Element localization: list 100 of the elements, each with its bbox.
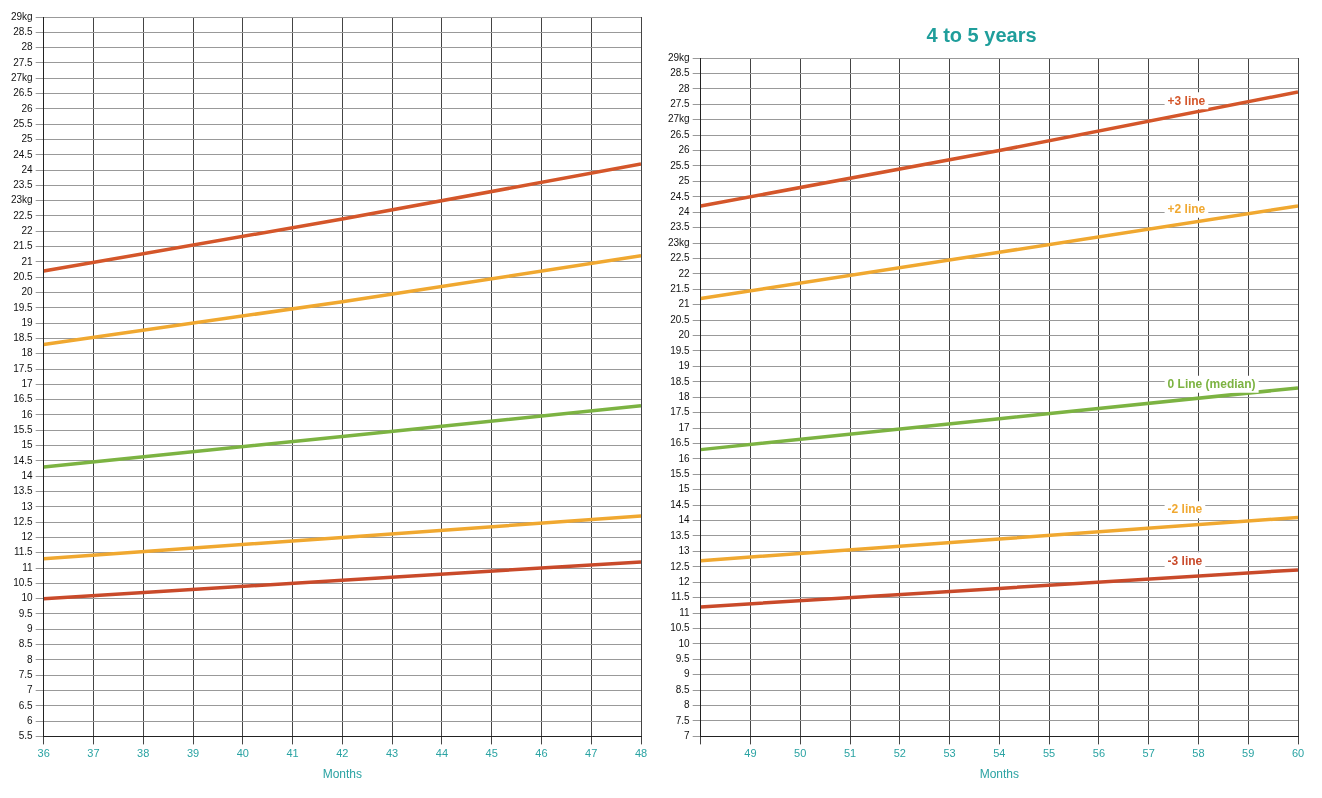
x-tick-label: 47	[585, 747, 598, 760]
y-tick-label: 12	[678, 575, 691, 587]
y-tick-label: 13.5	[13, 485, 34, 497]
y-tick-label: 17.5	[670, 406, 691, 418]
y-tick-label: 23kg	[668, 236, 690, 248]
x-tick-label: 54	[993, 747, 1006, 760]
y-tick-label: 8.5	[18, 638, 34, 650]
y-tick-label: 19.5	[670, 344, 691, 356]
y-tick-label: 22	[21, 225, 34, 237]
y-tick-label: 9	[27, 623, 34, 635]
y-tick-label: 11	[679, 606, 691, 618]
y-tick-label: 9.5	[675, 653, 691, 665]
x-tick-label: 39	[186, 747, 200, 760]
y-tick-label: 26.5	[13, 87, 34, 99]
y-tick-label: 25	[678, 175, 691, 187]
x-tick-label: 52	[893, 747, 906, 760]
y-tick-label: 23.5	[670, 221, 691, 233]
x-tick-label: 50	[794, 747, 807, 760]
y-tick-label: 27kg	[668, 113, 690, 125]
y-tick-label: 27.5	[13, 56, 34, 68]
chart-title: 4 to 5 years	[926, 23, 1037, 46]
y-tick-label: 26.5	[670, 128, 691, 140]
y-tick-label: 20	[21, 286, 34, 298]
y-tick-label: 14	[21, 469, 34, 481]
y-tick-label: 5.5	[18, 730, 34, 742]
y-tick-label: 14.5	[13, 454, 34, 466]
x-tick-label: 56	[1092, 747, 1106, 760]
y-tick-label: 18	[678, 390, 691, 402]
y-tick-label: 25	[21, 133, 34, 145]
y-tick-label: 17.5	[13, 362, 34, 374]
y-tick-label: 6.5	[18, 699, 34, 711]
y-tick-label: 12.5	[670, 560, 691, 572]
x-tick-label: 55	[1042, 747, 1056, 760]
y-tick-label: 28	[21, 41, 34, 53]
y-tick-label: 10.5	[670, 622, 691, 634]
y-tick-label: 12	[21, 531, 34, 543]
y-tick-label: 21.5	[13, 240, 34, 252]
y-tick-label: 22.5	[670, 252, 691, 264]
x-axis-title: Months	[979, 767, 1020, 782]
y-tick-label: 25.5	[13, 117, 34, 129]
y-tick-label: 6	[27, 714, 34, 726]
x-tick-label: 57	[1142, 747, 1155, 760]
x-tick-label: 59	[1242, 747, 1255, 760]
y-tick-label: 7	[27, 684, 34, 696]
y-tick-label: 26	[21, 102, 34, 114]
y-tick-label: 19	[21, 316, 34, 328]
y-tick-label: 24.5	[670, 190, 691, 202]
y-tick-label: 22.5	[13, 209, 34, 221]
x-tick-label: 45	[485, 747, 498, 760]
x-tick-label: 40	[236, 747, 249, 760]
y-tick-label: 14	[678, 514, 691, 526]
y-tick-label: 15	[678, 483, 691, 495]
y-tick-label: 22	[678, 267, 691, 279]
y-tick-label: 14.5	[670, 498, 691, 510]
y-tick-label: 18	[21, 347, 34, 359]
y-tick-label: 11.5	[670, 591, 691, 603]
y-tick-label: 24	[678, 205, 691, 217]
x-tick-label: 37	[87, 747, 100, 760]
y-tick-label: 7.5	[18, 668, 34, 680]
y-tick-label: 16.5	[670, 437, 691, 449]
y-tick-label: 23kg	[11, 194, 33, 206]
y-tick-label: 16.5	[13, 393, 34, 405]
series-label: +3 line	[1167, 93, 1206, 108]
y-tick-label: 19.5	[13, 301, 34, 313]
x-tick-label: 46	[535, 747, 548, 760]
y-tick-label: 16	[21, 408, 34, 420]
x-tick-label: 49	[744, 747, 757, 760]
y-tick-label: 18.5	[670, 375, 691, 387]
y-tick-label: 10	[678, 637, 691, 649]
y-tick-label: 20.5	[670, 313, 691, 325]
y-tick-label: 25.5	[670, 159, 691, 171]
y-tick-label: 12.5	[13, 515, 34, 527]
y-tick-label: 10.5	[13, 577, 34, 589]
x-tick-label: 36	[37, 747, 50, 760]
y-tick-label: 8	[27, 653, 34, 665]
y-tick-label: 15.5	[13, 424, 34, 436]
y-tick-label: 26	[678, 144, 691, 156]
y-tick-label: 9	[684, 668, 691, 680]
x-tick-label: 44	[435, 747, 449, 760]
y-tick-label: 15	[21, 439, 34, 451]
y-tick-label: 18.5	[13, 332, 34, 344]
y-tick-label: 27kg	[11, 71, 33, 83]
y-tick-label: 28.5	[670, 67, 691, 79]
x-tick-label: 60	[1291, 747, 1305, 760]
series-label: -3 line	[1167, 553, 1203, 568]
y-tick-label: 28	[678, 82, 691, 94]
series-label: -2 line	[1167, 502, 1203, 517]
x-tick-label: 38	[137, 747, 150, 760]
y-tick-label: 13	[21, 500, 34, 512]
y-tick-label: 24.5	[13, 148, 34, 160]
y-tick-label: 20.5	[13, 270, 34, 282]
y-tick-label: 24	[21, 163, 34, 175]
y-tick-label: 9.5	[18, 607, 34, 619]
y-tick-label: 29kg	[11, 10, 33, 22]
x-axis-title: Months	[322, 767, 363, 782]
x-tick-label: 43	[385, 747, 399, 760]
y-tick-label: 19	[678, 360, 691, 372]
y-tick-label: 15.5	[670, 468, 691, 480]
y-tick-label: 11	[22, 561, 34, 573]
y-tick-label: 7.5	[675, 714, 691, 726]
